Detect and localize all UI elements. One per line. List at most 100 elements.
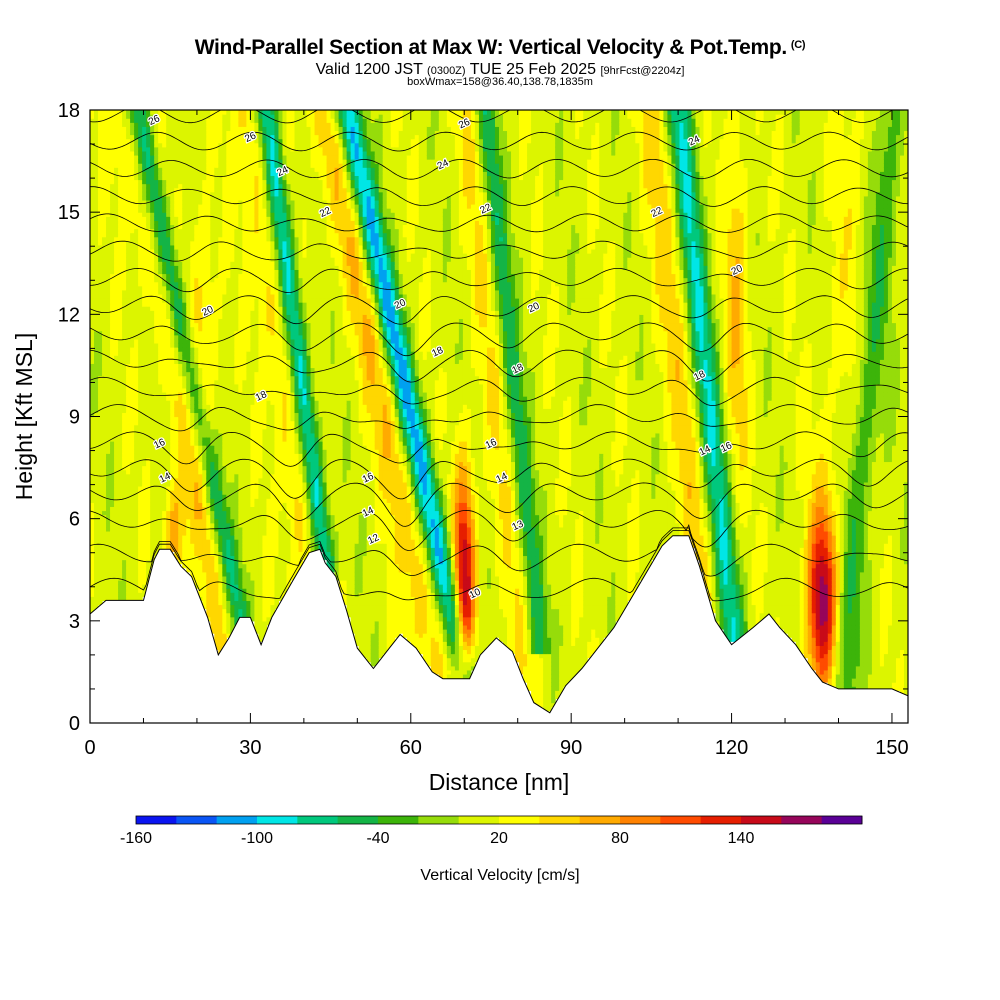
field-cell (190, 278, 195, 283)
field-cell (150, 490, 155, 495)
field-cell (102, 400, 107, 405)
field-cell (134, 572, 139, 577)
field-cell (246, 453, 251, 458)
field-cell (202, 367, 207, 372)
field-cell (114, 478, 119, 483)
field-cell (198, 261, 203, 266)
field-cell (186, 347, 191, 352)
field-cell (98, 547, 103, 552)
field-cell (238, 494, 243, 499)
field-cell (118, 171, 123, 176)
field-cell (166, 412, 171, 417)
field-cell (222, 126, 227, 131)
field-cell (150, 384, 155, 389)
field-cell (242, 482, 247, 487)
field-cell (218, 118, 223, 123)
field-cell (174, 515, 179, 520)
field-cell (158, 282, 163, 287)
field-cell (142, 372, 147, 377)
field-cell (234, 143, 239, 148)
field-cell (174, 294, 179, 299)
field-cell (226, 600, 231, 605)
field-cell (210, 396, 215, 401)
field-cell (154, 139, 159, 144)
field-cell (178, 441, 183, 446)
field-cell (90, 560, 95, 565)
field-cell (202, 555, 207, 560)
field-cell (94, 600, 99, 605)
field-cell (146, 265, 151, 270)
field-cell (214, 130, 219, 135)
field-cell (126, 282, 131, 287)
field-cell (166, 163, 171, 168)
field-cell (126, 506, 131, 511)
field-cell (222, 588, 227, 593)
field-cell (118, 233, 123, 238)
field-cell (202, 572, 207, 577)
field-cell (90, 535, 95, 540)
field-cell (146, 506, 151, 511)
field-cell (114, 425, 119, 430)
field-cell (154, 408, 159, 413)
field-cell (106, 135, 111, 140)
field-cell (238, 241, 243, 246)
field-cell (214, 265, 219, 270)
field-cell (118, 564, 123, 569)
field-cell (126, 449, 131, 454)
field-cell (122, 318, 127, 323)
field-cell (242, 310, 247, 315)
field-cell (198, 380, 203, 385)
field-cell (90, 351, 95, 356)
field-cell (222, 347, 227, 352)
field-cell (230, 551, 235, 556)
field-cell (94, 265, 99, 270)
field-cell (146, 273, 151, 278)
field-cell (158, 408, 163, 413)
field-cell (234, 470, 239, 475)
field-cell (226, 392, 231, 397)
field-cell (166, 515, 171, 520)
field-cell (118, 584, 123, 589)
field-cell (226, 294, 231, 299)
field-cell (210, 560, 215, 565)
field-cell (170, 510, 175, 515)
field-cell (242, 555, 247, 560)
field-cell (194, 327, 199, 332)
field-cell (210, 543, 215, 548)
field-cell (130, 372, 135, 377)
field-cell (186, 372, 191, 377)
field-cell (230, 404, 235, 409)
field-cell (166, 290, 171, 295)
field-cell (154, 351, 159, 356)
field-cell (126, 273, 131, 278)
field-cell (254, 510, 259, 515)
field-cell (246, 466, 251, 471)
field-cell (210, 445, 215, 450)
field-cell (130, 159, 135, 164)
field-cell (222, 515, 227, 520)
field-cell (130, 216, 135, 221)
field-cell (190, 184, 195, 189)
field-cell (162, 384, 167, 389)
field-cell (246, 600, 251, 605)
field-cell (250, 547, 255, 552)
field-cell (118, 535, 123, 540)
field-cell (226, 384, 231, 389)
field-cell (130, 224, 135, 229)
field-cell (186, 453, 191, 458)
field-cell (226, 453, 231, 458)
field-cell (154, 175, 159, 180)
field-cell (130, 515, 135, 520)
field-cell (94, 269, 99, 274)
field-cell (162, 241, 167, 246)
field-cell (110, 425, 115, 430)
field-cell (190, 519, 195, 524)
field-cell (134, 229, 139, 234)
field-cell (174, 363, 179, 368)
field-cell (190, 445, 195, 450)
field-cell (226, 531, 231, 536)
field-cell (134, 417, 139, 422)
field-cell (182, 179, 187, 184)
field-cell (94, 237, 99, 242)
field-cell (194, 237, 199, 242)
